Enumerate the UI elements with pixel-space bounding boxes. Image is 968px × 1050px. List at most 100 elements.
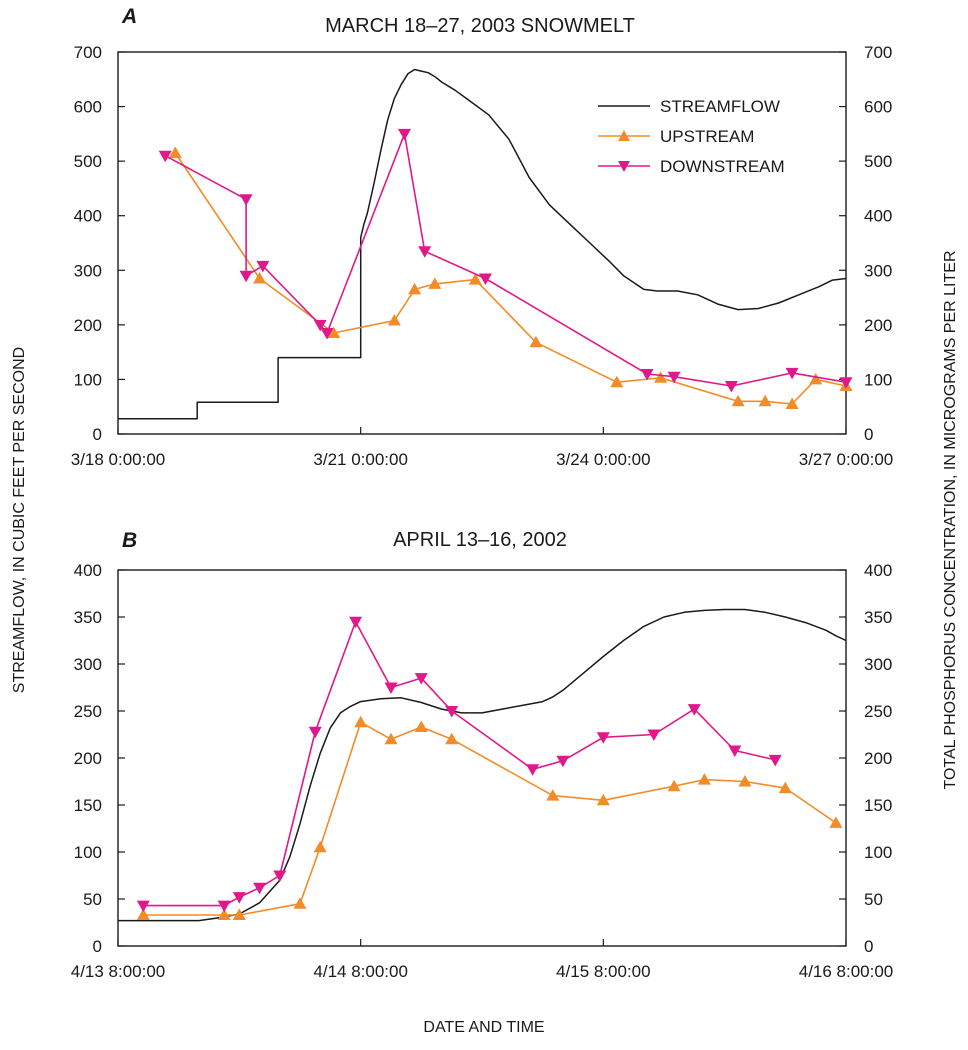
panel-b-left-tick-label: 100 bbox=[74, 843, 102, 862]
panel-a-x-tick-label: 3/27 0:00:00 bbox=[799, 450, 894, 469]
panel-a-downstream-marker bbox=[256, 260, 270, 273]
panel-b-plot: 0 0 50 50 100 100 150 150 200 200 250 250 300 300 350 3… bbox=[71, 561, 894, 981]
panel-a-downstream-marker bbox=[640, 369, 654, 381]
panel-a-upstream-marker bbox=[408, 282, 422, 295]
panel-a-left-tick-label: 200 bbox=[74, 316, 102, 335]
panel-a-upstream-marker bbox=[654, 371, 668, 383]
panel-a-left-tick-label: 100 bbox=[74, 370, 102, 389]
panel-a-title: MARCH 18–27, 2003 SNOWMELT bbox=[325, 15, 635, 37]
panel-b-upstream-marker bbox=[384, 732, 398, 745]
x-axis-label: DATE AND TIME bbox=[423, 1019, 544, 1036]
panel-a-x-tick-label: 3/21 0:00:00 bbox=[313, 450, 408, 469]
panel-a-upstream-marker bbox=[168, 146, 182, 158]
panel-a-left-tick-label: 600 bbox=[74, 98, 102, 117]
panel-a-right-tick-label: 0 bbox=[864, 425, 873, 444]
panel-a-upstream-marker bbox=[529, 335, 543, 348]
panel-a-downstream-marker bbox=[785, 367, 799, 380]
panel-a-downstream-marker bbox=[239, 194, 253, 206]
panel-a-downstream-marker bbox=[667, 371, 681, 384]
panel-b-downstream-marker bbox=[136, 900, 150, 913]
panel-b-x-tick-label: 4/16 8:00:00 bbox=[799, 962, 894, 981]
panel-a-upstream-marker bbox=[253, 272, 267, 284]
panel-b-right-tick-label: 50 bbox=[864, 890, 883, 909]
panel-b-downstream-marker bbox=[253, 882, 267, 895]
panel-b-downstream-marker bbox=[728, 745, 742, 757]
panel-a-plot: 0 0 100 100 200 200 300 300 400 400 500 500 600 600 70… bbox=[71, 43, 894, 469]
panel-b-downstream-marker bbox=[445, 706, 459, 718]
panel-a-downstream-marker bbox=[158, 150, 172, 163]
panel-b-downstream-marker bbox=[768, 754, 782, 767]
panel-b-x-tick-label: 4/13 8:00:00 bbox=[71, 962, 166, 981]
panel-b-right-tick-label: 350 bbox=[864, 608, 892, 627]
panel-a-legend: STREAMFLOW UPSTREAM DOWNSTREAM bbox=[598, 97, 785, 176]
panel-b-upstream-marker bbox=[445, 732, 459, 745]
panel-b-title: APRIL 13–16, 2002 bbox=[393, 529, 567, 551]
panel-a-upstream-marker bbox=[387, 314, 401, 326]
panel-b-left-tick-label: 400 bbox=[74, 561, 102, 580]
panel-b-upstream-marker bbox=[738, 775, 752, 787]
panel-b-downstream-marker bbox=[596, 732, 610, 744]
panel-b-upstream-line bbox=[143, 721, 837, 916]
panel-a-left-tick-label: 500 bbox=[74, 152, 102, 171]
panel-b-downstream-marker bbox=[647, 729, 661, 741]
panel-b-x-tick-label: 4/15 8:00:00 bbox=[556, 962, 651, 981]
panel-a-downstream-marker bbox=[313, 319, 327, 332]
panel-a-plot-frame bbox=[117, 51, 847, 435]
panel-b-streamflow-line bbox=[118, 608, 847, 922]
panel-a-right-tick-label: 300 bbox=[864, 261, 892, 280]
panel-b-left-tick-label: 50 bbox=[83, 890, 102, 909]
panel-a-right-tick-label: 200 bbox=[864, 316, 892, 335]
panel-b-downstream-marker bbox=[273, 870, 287, 882]
panel-a-upstream-marker bbox=[785, 397, 799, 409]
panel-b-upstream-marker bbox=[829, 816, 843, 828]
panel-a-downstream-marker bbox=[478, 273, 492, 285]
panel-a-right-tick-label: 700 bbox=[864, 43, 892, 62]
panel-a-right-tick-label: 500 bbox=[864, 152, 892, 171]
panel-b-right-tick-label: 250 bbox=[864, 702, 892, 721]
panel-b-left-tick-label: 0 bbox=[93, 937, 102, 956]
panel-b-upstream-marker bbox=[232, 908, 246, 920]
panel-b-downstream-marker bbox=[217, 900, 231, 913]
panel-b-left-tick-label: 300 bbox=[74, 655, 102, 674]
panel-b-upstream-marker bbox=[313, 840, 327, 853]
panel-b-left-tick-label: 350 bbox=[74, 608, 102, 627]
panel-b-upstream-marker bbox=[414, 720, 428, 732]
panel-b-left-tick-label: 250 bbox=[74, 702, 102, 721]
panel-a-upstream-marker bbox=[468, 273, 482, 285]
left-y-axis-label: STREAMFLOW, IN CUBIC FEET PER SECOND bbox=[11, 347, 28, 693]
panel-b-upstream-marker bbox=[667, 779, 681, 792]
panel-a-right-tick-label: 100 bbox=[864, 370, 892, 389]
panel-a-left-tick-label: 400 bbox=[74, 207, 102, 226]
legend-streamflow-label: STREAMFLOW bbox=[660, 97, 780, 116]
panel-a-x-tick-label: 3/24 0:00:00 bbox=[556, 450, 651, 469]
panel-a-upstream-marker bbox=[809, 372, 823, 385]
panel-b-downstream-marker bbox=[308, 726, 322, 739]
panel-b-upstream-marker bbox=[546, 789, 560, 801]
panel-b-upstream-marker bbox=[293, 897, 307, 909]
panel-a-upstream-marker bbox=[327, 326, 341, 338]
panel-a-left-tick-label: 0 bbox=[93, 425, 102, 444]
panel-a-downstream-marker bbox=[239, 270, 253, 283]
panel-b-downstream-marker bbox=[687, 704, 701, 716]
panel-a-x-tick-label: 3/18 0:00:00 bbox=[71, 450, 166, 469]
panel-b-downstream-marker bbox=[526, 764, 540, 776]
panel-b-upstream-marker bbox=[596, 793, 610, 806]
panel-b-label: B bbox=[122, 529, 137, 552]
panel-a-downstream-marker bbox=[418, 246, 432, 258]
panel-a-left-tick-label: 300 bbox=[74, 261, 102, 280]
legend-upstream-marker bbox=[618, 130, 630, 141]
panel-b-right-tick-label: 100 bbox=[864, 843, 892, 862]
panel-a: A MARCH 18–27, 2003 SNOWMELT 0 0 100 100 200… bbox=[71, 5, 894, 469]
panel-b-left-tick-label: 200 bbox=[74, 749, 102, 768]
panel-a-upstream-marker bbox=[428, 277, 442, 289]
legend-downstream-label: DOWNSTREAM bbox=[660, 157, 785, 176]
panel-a-right-tick-label: 600 bbox=[864, 98, 892, 117]
panel-b: B APRIL 13–16, 2002 0 0 50 50 100 100 150 150 20… bbox=[71, 529, 894, 981]
legend-upstream-label: UPSTREAM bbox=[660, 127, 754, 146]
panel-a-right-tick-label: 400 bbox=[864, 207, 892, 226]
panel-b-upstream-marker bbox=[354, 715, 368, 728]
panel-b-right-tick-label: 300 bbox=[864, 655, 892, 674]
panel-a-upstream-marker bbox=[610, 375, 624, 388]
panel-b-upstream-marker bbox=[217, 908, 231, 920]
